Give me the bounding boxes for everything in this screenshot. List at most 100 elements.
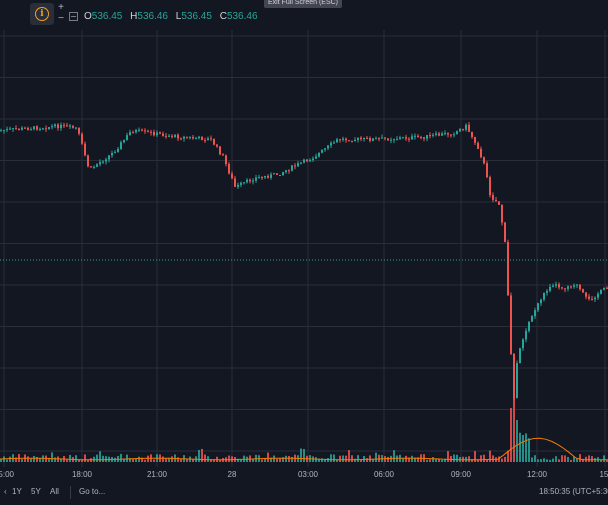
candle-body <box>519 348 521 364</box>
candle-body <box>522 339 524 349</box>
candle-body <box>63 124 65 126</box>
candle-body <box>315 156 317 159</box>
candle-body <box>597 293 599 298</box>
candle-body <box>27 127 29 130</box>
volume-bar <box>279 458 281 462</box>
volume-bar <box>393 450 395 462</box>
candle-body <box>486 163 488 178</box>
candle-body <box>306 159 308 162</box>
range-1y-button[interactable]: 1Y <box>12 487 22 496</box>
candle-body <box>381 137 383 139</box>
candle-body <box>57 124 59 129</box>
candle-body <box>435 133 437 135</box>
timezone-clock[interactable]: 18:50:35 (UTC+5:30) <box>539 487 608 496</box>
volume-bar <box>504 456 506 462</box>
volume-bar <box>414 457 416 462</box>
candle-body <box>492 195 494 200</box>
candle-body <box>324 148 326 150</box>
candle-body <box>297 163 299 167</box>
candle-body <box>387 138 389 141</box>
volume-bar <box>558 459 560 462</box>
candle-body <box>177 134 179 139</box>
candle-body <box>72 125 74 128</box>
volume-bar <box>177 457 179 462</box>
volume-bar <box>372 458 374 462</box>
candle-body <box>189 136 191 138</box>
candle-body <box>204 140 206 142</box>
volume-bar <box>153 459 155 462</box>
range-all-button[interactable]: All <box>50 487 59 496</box>
candle-body <box>273 173 275 175</box>
volume-bar <box>441 459 443 462</box>
volume-bar <box>600 459 602 462</box>
range-chevron-icon[interactable]: ‹ <box>4 487 7 496</box>
candle-body <box>249 179 251 182</box>
volume-bar <box>486 459 488 462</box>
candle-body <box>369 138 371 141</box>
volume-bar <box>165 457 167 462</box>
collapse-legend-icon[interactable] <box>69 12 78 21</box>
volume-bar <box>531 457 533 462</box>
candle-body <box>51 126 53 128</box>
volume-bar <box>480 455 482 462</box>
volume-bar <box>180 458 182 462</box>
volume-bar <box>456 454 458 462</box>
candle-body <box>498 201 500 205</box>
candle-body <box>549 286 551 291</box>
volume-bar <box>447 451 449 462</box>
high-value: 536.46 <box>137 11 168 22</box>
volume-bar <box>342 455 344 462</box>
volume-bar <box>300 448 302 462</box>
candle-body <box>513 353 515 399</box>
high-label: H <box>130 11 138 22</box>
volume-bar <box>162 456 164 462</box>
candle-body <box>525 330 527 340</box>
zoom-out-icon[interactable]: − <box>58 13 64 24</box>
zoom-in-icon[interactable]: + <box>58 2 64 13</box>
candle-body <box>459 128 461 132</box>
candle-body <box>429 135 431 137</box>
candle-body <box>417 135 419 138</box>
volume-bar <box>357 455 359 462</box>
candle-body <box>102 161 104 163</box>
time-axis[interactable]: 15:00 18:00 21:00 28 03:00 06:00 09:00 1… <box>0 467 608 482</box>
volume-bar <box>318 458 320 462</box>
volume-bar <box>417 457 419 462</box>
candle-body <box>231 173 233 179</box>
candle-body <box>573 285 575 287</box>
candle-body <box>345 138 347 141</box>
candle-body <box>240 182 242 185</box>
volume-bar <box>519 432 521 462</box>
ohlc-legend: O536.45 H536.46 L536.45 C536.46 <box>84 11 263 22</box>
volume-bar <box>96 454 98 462</box>
candle-body <box>567 286 569 289</box>
candle-body <box>99 162 101 165</box>
candle-body <box>123 139 125 143</box>
candle-body <box>18 128 20 130</box>
info-button[interactable]: i <box>30 3 54 25</box>
volume-bar <box>48 457 50 462</box>
candle-body <box>444 133 446 135</box>
volume-bar <box>360 459 362 462</box>
candle-body <box>555 284 557 286</box>
candle-body <box>327 145 329 149</box>
candle-body <box>534 310 536 317</box>
candle-body <box>30 129 32 131</box>
candle-body <box>600 289 602 294</box>
time-tick: 06:00 <box>373 470 395 479</box>
exit-fullscreen-tooltip: Exit Full Screen (ESC) <box>264 0 343 8</box>
volume-bar <box>228 455 230 462</box>
candle-body <box>531 316 533 322</box>
volume-bar <box>426 459 428 462</box>
volume-bar <box>204 454 206 462</box>
candle-body <box>318 152 320 157</box>
volume-bar <box>192 459 194 462</box>
volume-bar <box>147 455 149 462</box>
candle-body <box>183 136 185 139</box>
range-5y-button[interactable]: 5Y <box>31 487 41 496</box>
candle-body <box>201 136 203 141</box>
candle-body <box>576 284 578 286</box>
candle-body <box>303 159 305 163</box>
goto-date-button[interactable]: Go to... <box>79 487 106 496</box>
